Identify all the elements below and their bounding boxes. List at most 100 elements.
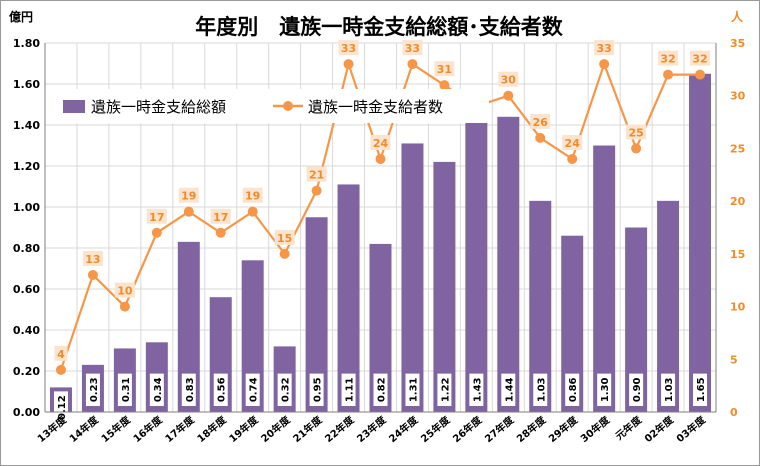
count-label-box [146, 208, 167, 224]
category-label: 25年度 [418, 413, 453, 445]
left-tick-label: 1.80 [13, 37, 40, 50]
right-tick-label: 15 [730, 248, 745, 261]
count-label-box [530, 113, 551, 129]
right-tick-label: 35 [730, 37, 745, 50]
bar-label-box [117, 373, 132, 406]
bar-value-label: 0.74 [249, 377, 260, 402]
bar-value-label: 0.34 [153, 377, 164, 402]
bar-label-box [501, 373, 516, 406]
count-value-label: 17 [213, 211, 228, 224]
count-value-label: 25 [628, 126, 643, 139]
bar-value-label: 1.11 [345, 377, 356, 402]
legend-bar-label: 遺族一時金支給総額 [91, 98, 226, 116]
bar [401, 143, 424, 412]
count-value-label: 19 [245, 190, 260, 203]
bar-label-box [565, 373, 580, 406]
category-label: 19年度 [226, 413, 261, 445]
bar [561, 235, 584, 412]
count-point [599, 59, 610, 70]
count-value-label: 10 [117, 285, 133, 298]
count-point [503, 90, 514, 101]
left-tick-label: 0.40 [13, 324, 40, 337]
count-point [151, 227, 162, 238]
legend: 遺族一時金支給総額 遺族一時金支給者数 [53, 89, 489, 123]
category-label: 17年度 [162, 413, 197, 445]
bar-label-box [437, 373, 452, 406]
bar-label-box [533, 373, 548, 406]
category-label: 18年度 [194, 413, 229, 445]
count-value-label: 21 [309, 169, 324, 182]
bar [465, 118, 488, 412]
count-label-box [594, 40, 615, 56]
count-point [439, 80, 450, 91]
bar-series: 0.12 0.23 0.31 0.34 0.83 0.56 0.74 0.32 0.95 1.11… [49, 73, 712, 424]
count-point [311, 185, 322, 196]
bar-label-box [661, 373, 676, 406]
count-label-box [402, 40, 423, 56]
count-point [567, 153, 578, 164]
bar-value-label: 1.30 [600, 377, 611, 402]
bar-label-box [309, 373, 324, 406]
bar [529, 200, 552, 412]
count-label-box [434, 61, 455, 77]
count-point [343, 59, 354, 70]
bar-value-label: 1.03 [664, 377, 675, 402]
left-axis-unit: 億円 [9, 9, 33, 24]
right-tick-label: 5 [730, 353, 738, 366]
category-label: 22年度 [322, 413, 357, 445]
count-value-label: 24 [565, 137, 581, 150]
count-point [663, 69, 674, 80]
bar-value-label: 0.32 [281, 377, 292, 402]
count-point [695, 69, 706, 80]
count-label-box [690, 50, 711, 66]
count-point [375, 153, 386, 164]
count-label-box [210, 208, 231, 224]
category-label: 21年度 [290, 413, 325, 445]
bar-value-label: 1.22 [440, 377, 451, 402]
count-value-label: 32 [660, 53, 675, 66]
right-axis-unit: 人 [731, 9, 744, 24]
count-point [215, 227, 226, 238]
bar-value-label: 0.82 [377, 377, 388, 402]
count-label-box [498, 71, 519, 87]
legend-line-marker [283, 101, 293, 111]
count-value-label: 17 [149, 211, 164, 224]
left-tick-label: 0.20 [13, 365, 40, 378]
bar-value-label: 0.31 [121, 377, 132, 402]
right-tick-label: 25 [730, 142, 745, 155]
category-label: 15年度 [98, 413, 133, 445]
bar-value-label: 0.90 [632, 377, 643, 402]
bar-value-label: 0.56 [217, 377, 228, 402]
left-tick-label: 1.40 [13, 119, 40, 132]
count-point [247, 206, 258, 217]
bar-value-label: 0.23 [89, 377, 100, 402]
bar [689, 73, 712, 412]
count-value-label: 30 [501, 74, 517, 87]
count-label-box [114, 282, 135, 298]
count-point [55, 364, 66, 375]
bar-label-box [277, 373, 292, 406]
count-label-box [274, 229, 295, 245]
category-label: 26年度 [450, 413, 485, 445]
count-value-label: 31 [437, 63, 452, 76]
bar-value-label: 1.44 [504, 377, 515, 402]
count-value-label: 33 [597, 42, 612, 55]
left-tick-label: 1.60 [13, 78, 40, 91]
bar-label-box [149, 373, 164, 406]
left-tick-label: 1.20 [13, 160, 40, 173]
category-label: 24年度 [386, 413, 421, 445]
bar-label-box [405, 373, 420, 406]
category-label: 23年度 [354, 413, 389, 445]
count-point [535, 132, 546, 143]
count-value-label: 4 [57, 348, 65, 361]
count-value-label: 33 [341, 42, 356, 55]
bar-value-label: 1.65 [696, 377, 707, 402]
category-label: 30年度 [578, 413, 613, 445]
count-point [279, 248, 290, 259]
legend-line-label: 遺族一時金支給者数 [308, 98, 443, 116]
legend-box [53, 89, 489, 123]
left-tick-label: 0.00 [13, 406, 40, 419]
count-value-label: 13 [85, 253, 100, 266]
bar-value-label: 0.95 [313, 377, 324, 402]
